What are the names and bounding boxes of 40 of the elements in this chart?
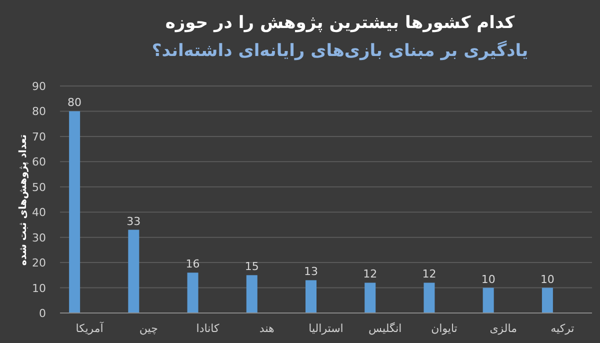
y-tick-label: 80: [32, 105, 46, 118]
bar: [482, 288, 494, 313]
x-tick-label: هند: [259, 322, 275, 335]
bar: [364, 282, 376, 313]
bar: [187, 272, 198, 313]
x-tick-label: انگلیس: [368, 322, 402, 335]
bar: [246, 275, 258, 313]
y-tick-label: 20: [32, 256, 46, 270]
data-label: 33: [126, 214, 141, 228]
y-tick-label: 0: [39, 307, 46, 320]
chart-title: کدام کشورها بیشترین پژوهش را در حوزه: [165, 13, 515, 33]
x-tick-label: آمریکا: [76, 321, 104, 335]
bar: [69, 111, 80, 313]
x-tick-label: مالزی: [490, 322, 518, 335]
y-tick-label: 40: [32, 206, 46, 220]
y-tick-label: 30: [32, 231, 46, 244]
bar: [542, 288, 553, 313]
y-tick-label: 60: [32, 156, 46, 169]
data-label: 13: [304, 265, 318, 278]
y-axis-title: تعداد پژوهش‌های ثبت شده: [18, 134, 29, 266]
x-tick-label: چین: [139, 322, 158, 335]
data-label: 15: [244, 260, 259, 274]
y-tick-label: 90: [32, 80, 46, 93]
data-label: 10: [481, 272, 496, 286]
bar: [306, 280, 316, 313]
x-tick-label: استرالیا: [308, 322, 344, 335]
x-tick-label: کانادا: [196, 322, 220, 335]
bar: [424, 282, 435, 313]
x-tick-label: تایوان: [431, 322, 458, 335]
y-tick-label: 50: [32, 180, 46, 194]
data-label: 12: [422, 268, 436, 281]
y-tick-label: 10: [32, 282, 46, 295]
x-tick-label: ترکیه: [550, 322, 574, 335]
y-tick-label: 70: [32, 130, 46, 144]
bar: [128, 230, 140, 313]
chart-subtitle: یادگیری بر مبنای بازی‌های رایانه‌ای داشته‌اند؟: [152, 40, 528, 61]
data-label: 16: [186, 258, 200, 271]
data-label: 80: [68, 96, 82, 110]
data-label: 12: [363, 268, 378, 281]
data-label: 10: [540, 272, 554, 286]
